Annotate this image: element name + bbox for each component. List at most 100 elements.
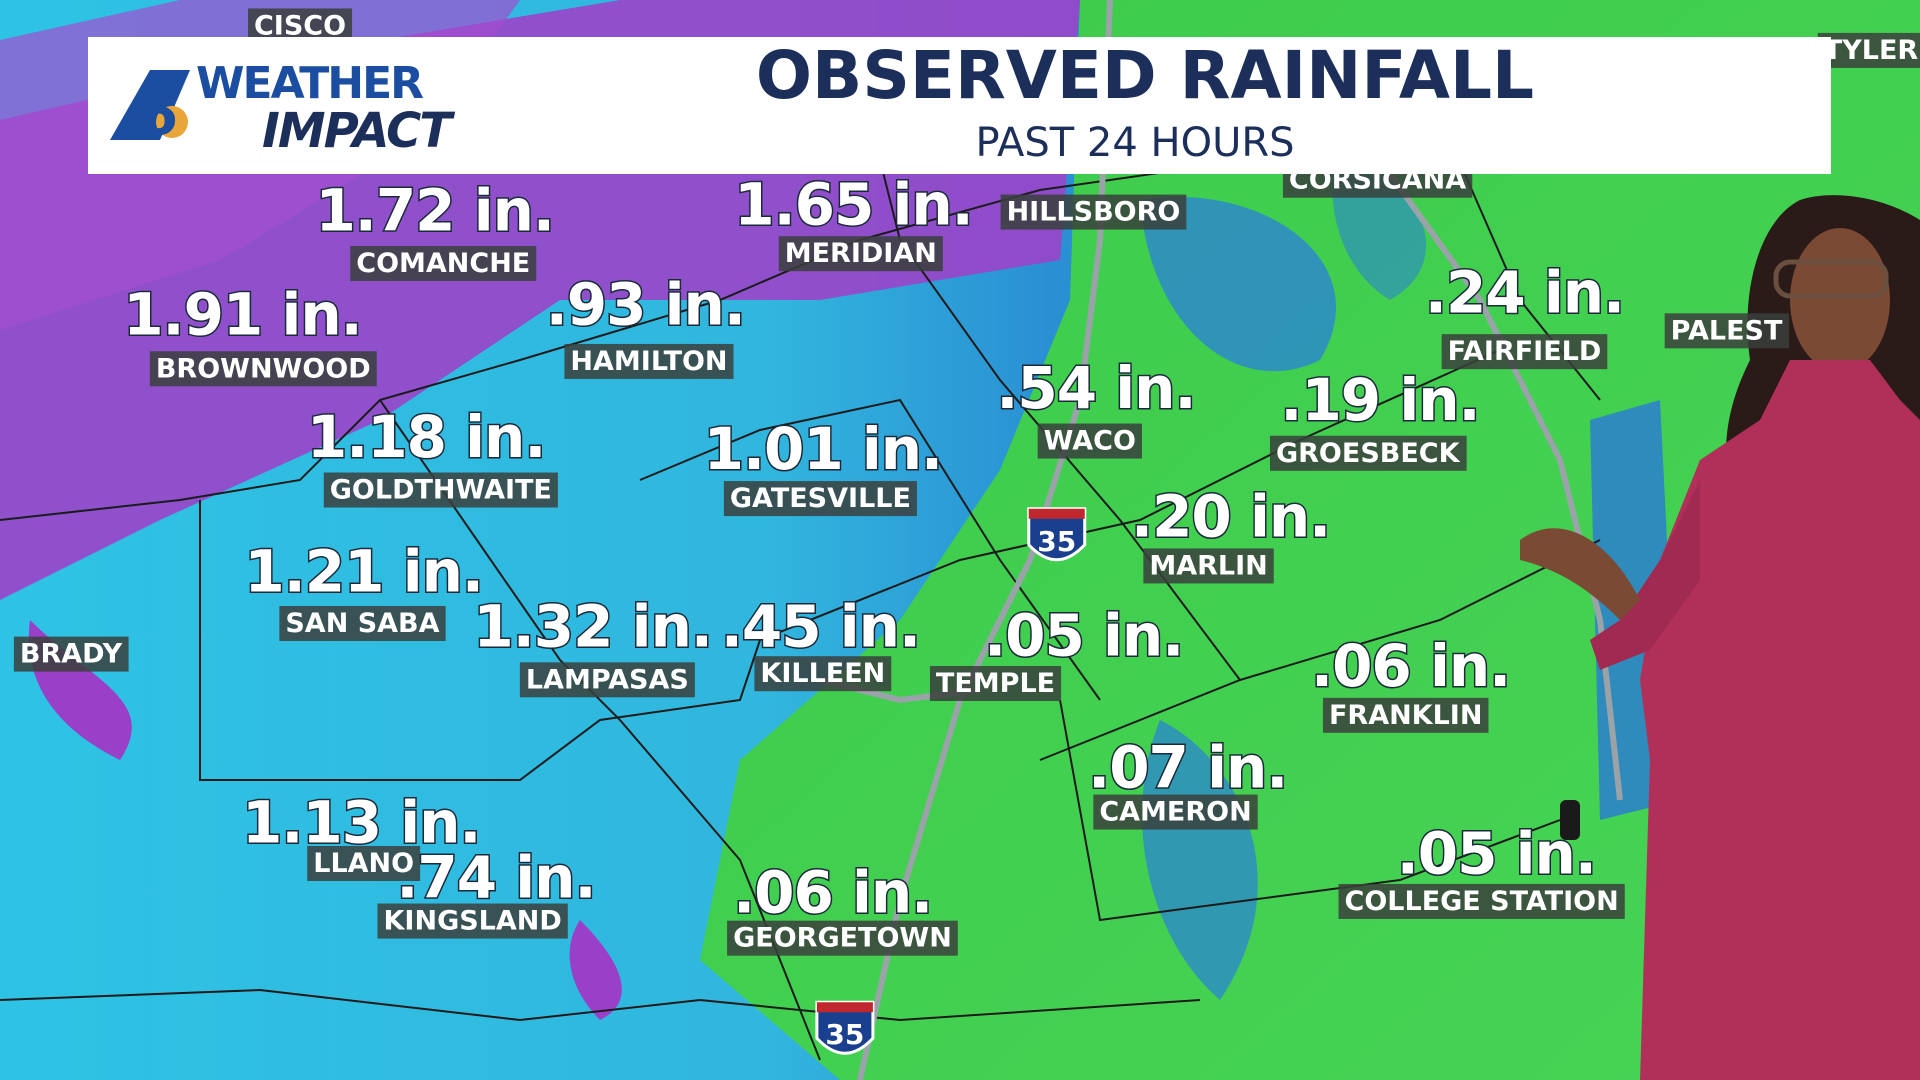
- city-label: KILLEEN: [754, 656, 892, 692]
- city-name: GEORGETOWN: [733, 923, 952, 954]
- city-label-background: [279, 605, 446, 641]
- interstate-shield: 35: [815, 1000, 875, 1055]
- rainfall-amount: .06 in.: [733, 858, 932, 926]
- city-label-background: [307, 845, 421, 881]
- city-name: TYLER: [1824, 35, 1919, 66]
- city-label: COMANCHE: [350, 245, 537, 281]
- city-name: PALEST: [1671, 315, 1783, 346]
- city-label: MERIDIAN: [778, 236, 943, 272]
- city-name: CISCO: [254, 10, 346, 41]
- city-label: BROWNWOOD: [149, 351, 377, 387]
- city-label-background: [350, 245, 537, 281]
- rainfall-amount: 1.91 in.: [123, 280, 362, 348]
- city-label-background: [1441, 334, 1608, 370]
- city-name: WACO: [1044, 426, 1136, 457]
- city-label-background: [519, 662, 695, 698]
- rainfall-amount: 1.13 in.: [242, 789, 481, 857]
- city-label-background: [778, 236, 943, 272]
- shield-number: 35: [825, 1018, 864, 1051]
- shield-top: [1028, 508, 1085, 519]
- city-label: HAMILTON: [564, 343, 734, 379]
- city-label: SAN SABA: [279, 605, 446, 641]
- city-name: KINGSLAND: [384, 906, 562, 937]
- city-label-background: [1664, 313, 1789, 349]
- city-label-background: [564, 343, 734, 379]
- city-name: GOLDTHWAITE: [330, 475, 552, 506]
- header-bar: 6 WEATHER IMPACT OBSERVED RAINFALL PAST …: [88, 37, 1831, 174]
- city-label: KINGSLAND: [377, 903, 568, 939]
- rainfall-amount: .20 in.: [1131, 483, 1330, 551]
- city-label: COLLEGE STATION: [1338, 883, 1625, 919]
- rainfall-amount: 1.01 in.: [704, 415, 943, 483]
- rainfall-amount: 1.32 in.: [473, 593, 712, 661]
- subtitle: PAST 24 HOURS: [975, 120, 1294, 166]
- city-label-background: [1000, 194, 1187, 230]
- rainfall-amount: 1.72 in.: [315, 176, 554, 244]
- city-label: FRANKLIN: [1322, 697, 1489, 733]
- logo-mark: [110, 70, 190, 140]
- rainfall-amount: .07 in.: [1088, 734, 1287, 802]
- city-name: BROWNWOOD: [156, 353, 371, 384]
- rainfall-amount: .24 in.: [1425, 258, 1624, 326]
- city-label: GATESVILLE: [723, 481, 917, 517]
- city-name: SAN SABA: [285, 608, 439, 639]
- city-name: BRADY: [20, 639, 123, 670]
- city-label: PALEST: [1664, 313, 1789, 349]
- rainfall-amount: 1.18 in.: [307, 403, 546, 471]
- city-name: MERIDIAN: [785, 238, 937, 269]
- city-label: GROESBECK: [1269, 435, 1467, 471]
- logo-number: 6: [138, 80, 178, 148]
- shields: 35 35: [815, 507, 1087, 1055]
- city-label: WACO: [1037, 423, 1142, 459]
- shield-number: 35: [1037, 525, 1076, 558]
- city-name: CAMERON: [1099, 797, 1251, 828]
- city-name: COMANCHE: [356, 248, 530, 279]
- rainfall-amount: .54 in.: [996, 354, 1195, 422]
- rainfall-amount: .19 in.: [1280, 366, 1479, 434]
- city-label: HILLSBORO: [1000, 194, 1187, 230]
- city-label: MARLIN: [1143, 548, 1274, 584]
- city-label: GOLDTHWAITE: [323, 472, 558, 508]
- city-label: GEORGETOWN: [727, 920, 958, 956]
- city-label-background: [1093, 794, 1258, 830]
- city-label: LAMPASAS: [519, 662, 695, 698]
- city-label-background: [929, 665, 1062, 701]
- city-label-background: [1338, 883, 1625, 919]
- rainfall-amount: .05 in.: [984, 601, 1183, 669]
- city-label-background: [1269, 435, 1467, 471]
- city-label-background: [1322, 697, 1489, 733]
- city-label: TYLER: [1817, 32, 1920, 68]
- city-name: LLANO: [313, 848, 414, 879]
- city-label-background: [1143, 548, 1274, 584]
- rainfall-amount: .05 in.: [1397, 819, 1596, 887]
- city-name: GROESBECK: [1276, 438, 1461, 469]
- city-label-background: [723, 481, 917, 517]
- city-label: LLANO: [307, 845, 421, 881]
- city-name: MARLIN: [1149, 550, 1267, 581]
- city-label-background: [727, 920, 958, 956]
- city-name: HAMILTON: [570, 346, 727, 377]
- labels: HILLSBOROBRADYTYLERCORSICANAPALESTCISCOC…: [13, 8, 1920, 956]
- title: OBSERVED RAINFALL: [756, 37, 1534, 114]
- city-name: FAIRFIELD: [1448, 336, 1602, 367]
- city-name: COLLEGE STATION: [1345, 886, 1619, 917]
- shield-top: [816, 1002, 873, 1013]
- presenter: [1520, 195, 1920, 1080]
- city-label: FAIRFIELD: [1441, 334, 1608, 370]
- city-label-background: [13, 636, 129, 672]
- city-label-background: [1817, 32, 1920, 68]
- rainfall-amount: .93 in.: [546, 271, 745, 339]
- brand-bottom: IMPACT: [262, 103, 455, 159]
- city-label-background: [1037, 423, 1142, 459]
- rainfall-amount: .74 in.: [396, 844, 595, 912]
- city-name: FRANKLIN: [1329, 700, 1483, 731]
- rainfall-amount: .45 in.: [721, 593, 920, 661]
- city-label: BRADY: [13, 636, 129, 672]
- city-name: HILLSBORO: [1007, 197, 1181, 228]
- city-label: CAMERON: [1093, 794, 1258, 830]
- rainfall-amount: 1.21 in.: [244, 538, 483, 606]
- header-background: [88, 37, 1831, 174]
- logo-peacock: [156, 106, 188, 138]
- brand-top: WEATHER: [196, 58, 423, 109]
